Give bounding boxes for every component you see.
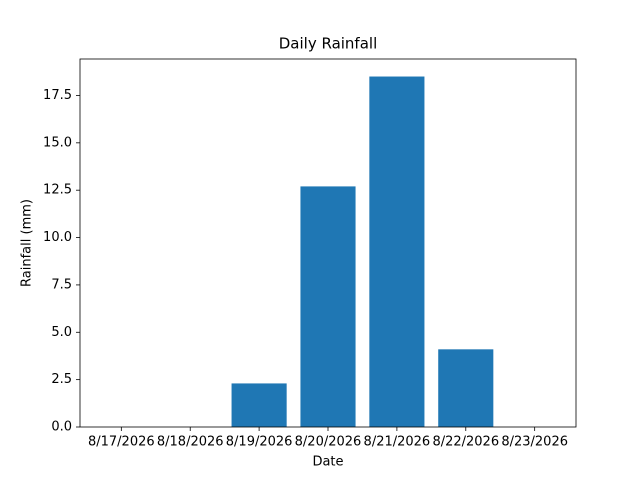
- x-tick-label: 8/23/2026: [501, 435, 568, 450]
- y-tick-label: 10.0: [43, 230, 72, 245]
- y-tick-label: 15.0: [43, 135, 72, 150]
- y-tick-label: 5.0: [51, 325, 72, 340]
- y-tick-label: 2.5: [51, 372, 72, 387]
- y-tick-label: 17.5: [43, 88, 72, 103]
- y-tick-label: 12.5: [43, 183, 72, 198]
- y-tick-label: 0.0: [51, 420, 72, 435]
- x-axis-label: Date: [312, 455, 343, 470]
- x-tick-label: 8/18/2026: [157, 435, 224, 450]
- x-tick-label: 8/17/2026: [88, 435, 155, 450]
- chart-title: Daily Rainfall: [279, 35, 378, 53]
- y-tick-label: 7.5: [51, 277, 72, 292]
- bar: [369, 76, 425, 428]
- plot-frame: [79, 58, 577, 428]
- bar: [300, 186, 356, 427]
- x-tick-label: 8/22/2026: [432, 435, 499, 450]
- bar: [438, 349, 494, 427]
- y-axis-label: Rainfall (mm): [20, 199, 35, 287]
- x-tick-label: 8/20/2026: [295, 435, 362, 450]
- bar: [231, 383, 287, 427]
- x-tick-label: 8/21/2026: [364, 435, 431, 450]
- x-tick-label: 8/19/2026: [226, 435, 293, 450]
